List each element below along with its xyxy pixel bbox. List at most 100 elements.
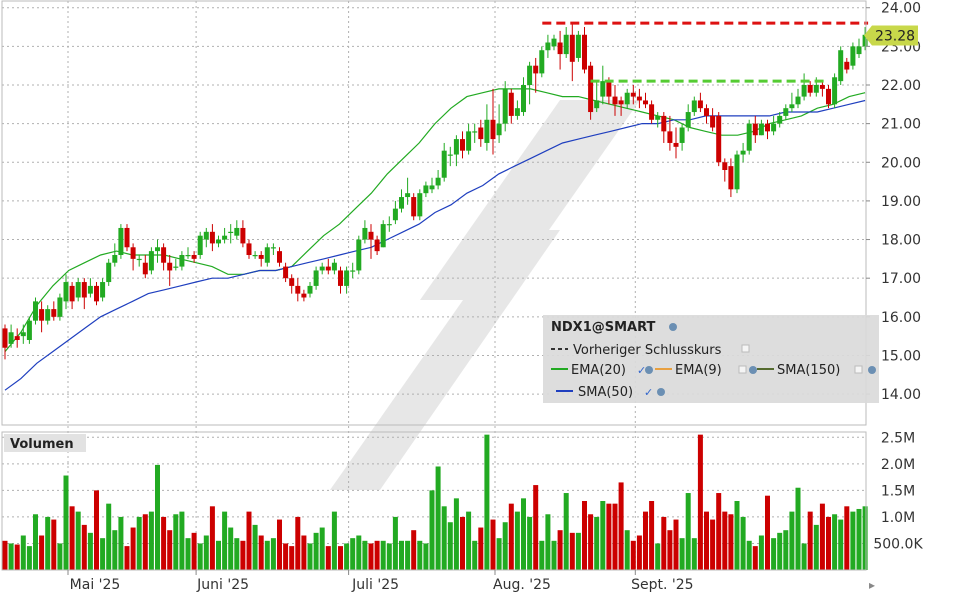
volume-bar — [51, 519, 57, 570]
candle — [197, 231, 203, 259]
candle-body — [148, 251, 154, 271]
candle-body — [722, 162, 728, 170]
volume-bar — [697, 434, 703, 570]
candle — [173, 258, 179, 271]
volume-bar — [344, 543, 350, 570]
volume-bar — [588, 514, 594, 570]
volume-bar — [826, 516, 831, 570]
candle — [161, 243, 167, 271]
volume-bar — [472, 540, 478, 570]
volume-bar — [112, 530, 118, 570]
candle-body — [283, 266, 289, 279]
volume-bar — [557, 530, 563, 570]
volume-bar — [691, 538, 697, 570]
volume-bar — [496, 538, 502, 570]
candle — [142, 255, 148, 279]
candle — [57, 293, 63, 321]
candle — [588, 61, 594, 120]
candle-body — [106, 262, 112, 283]
candle-body — [514, 108, 520, 116]
candle — [453, 135, 459, 167]
volume-bar — [728, 514, 734, 570]
volume-bar — [643, 511, 648, 570]
candle-body — [191, 255, 197, 259]
volume-bar — [81, 524, 87, 570]
candle — [636, 88, 642, 109]
candle — [270, 243, 276, 255]
candle — [765, 119, 770, 140]
volume-bar — [100, 538, 106, 570]
legend-check-icon: ✓ — [637, 364, 646, 377]
volume-bar — [94, 490, 99, 570]
candle-body — [136, 258, 142, 261]
volume-bar — [502, 522, 508, 570]
candle-body — [667, 131, 673, 143]
candle-body — [832, 77, 838, 105]
candle — [87, 278, 93, 298]
candle-body — [51, 309, 57, 317]
candle-body — [557, 42, 563, 55]
candle-body — [508, 92, 514, 116]
candle-body — [142, 262, 148, 275]
candle-body — [14, 336, 20, 340]
candle-body — [801, 85, 807, 97]
candle — [752, 115, 758, 143]
candle — [185, 247, 191, 259]
candle — [502, 81, 508, 132]
volume-bar — [832, 514, 838, 570]
price-tick-label: 18.00 — [881, 233, 921, 249]
candle — [582, 27, 587, 74]
candle-body — [569, 34, 575, 62]
candle-body — [362, 227, 368, 240]
volume-bar — [838, 519, 844, 570]
volume-bar — [319, 527, 325, 570]
candle-body — [496, 123, 502, 136]
candle-body — [795, 96, 801, 105]
volume-bar — [57, 543, 63, 570]
candle-body — [545, 42, 551, 51]
volume-bar — [307, 543, 313, 570]
candle — [801, 73, 807, 101]
legend-checkbox — [741, 344, 750, 353]
candle — [209, 224, 215, 252]
candle-body — [758, 123, 764, 136]
candle — [441, 142, 447, 182]
volume-bar — [453, 498, 459, 570]
volume-bar — [185, 538, 191, 570]
candle — [319, 262, 325, 275]
volume-bar — [118, 516, 124, 570]
candle — [350, 262, 356, 279]
candle — [551, 34, 557, 51]
volume-bar — [795, 487, 801, 570]
candle-body — [551, 38, 557, 47]
volume-bar — [618, 482, 624, 570]
volume-bar — [136, 516, 142, 570]
candle-body — [636, 96, 642, 101]
candle — [399, 189, 404, 213]
candle-body — [356, 239, 362, 271]
candle — [716, 112, 722, 167]
candle-body — [649, 104, 655, 120]
volume-bar — [423, 543, 429, 570]
candle-body — [63, 282, 69, 302]
legend-settings-icon — [645, 366, 653, 374]
candle-body — [612, 96, 618, 105]
candle-body — [691, 100, 697, 113]
volume-bar — [856, 508, 862, 570]
candle-body — [380, 224, 386, 248]
candle-body — [118, 227, 124, 255]
candle — [405, 177, 411, 205]
candle — [26, 316, 32, 344]
candle-body — [319, 266, 325, 271]
legend-label: EMA(20) — [571, 363, 626, 378]
volume-bar — [722, 511, 728, 570]
candle-body — [240, 227, 246, 244]
candle — [81, 278, 87, 310]
volume-bar — [368, 543, 374, 570]
volume-bar — [484, 434, 490, 570]
candle — [862, 27, 868, 51]
legend-box[interactable]: NDX1@SMART Vorheriger Schlusskurs EMA(20) E… — [543, 315, 879, 403]
volume-bar — [148, 511, 154, 570]
candle — [728, 158, 734, 198]
candle — [179, 251, 185, 271]
